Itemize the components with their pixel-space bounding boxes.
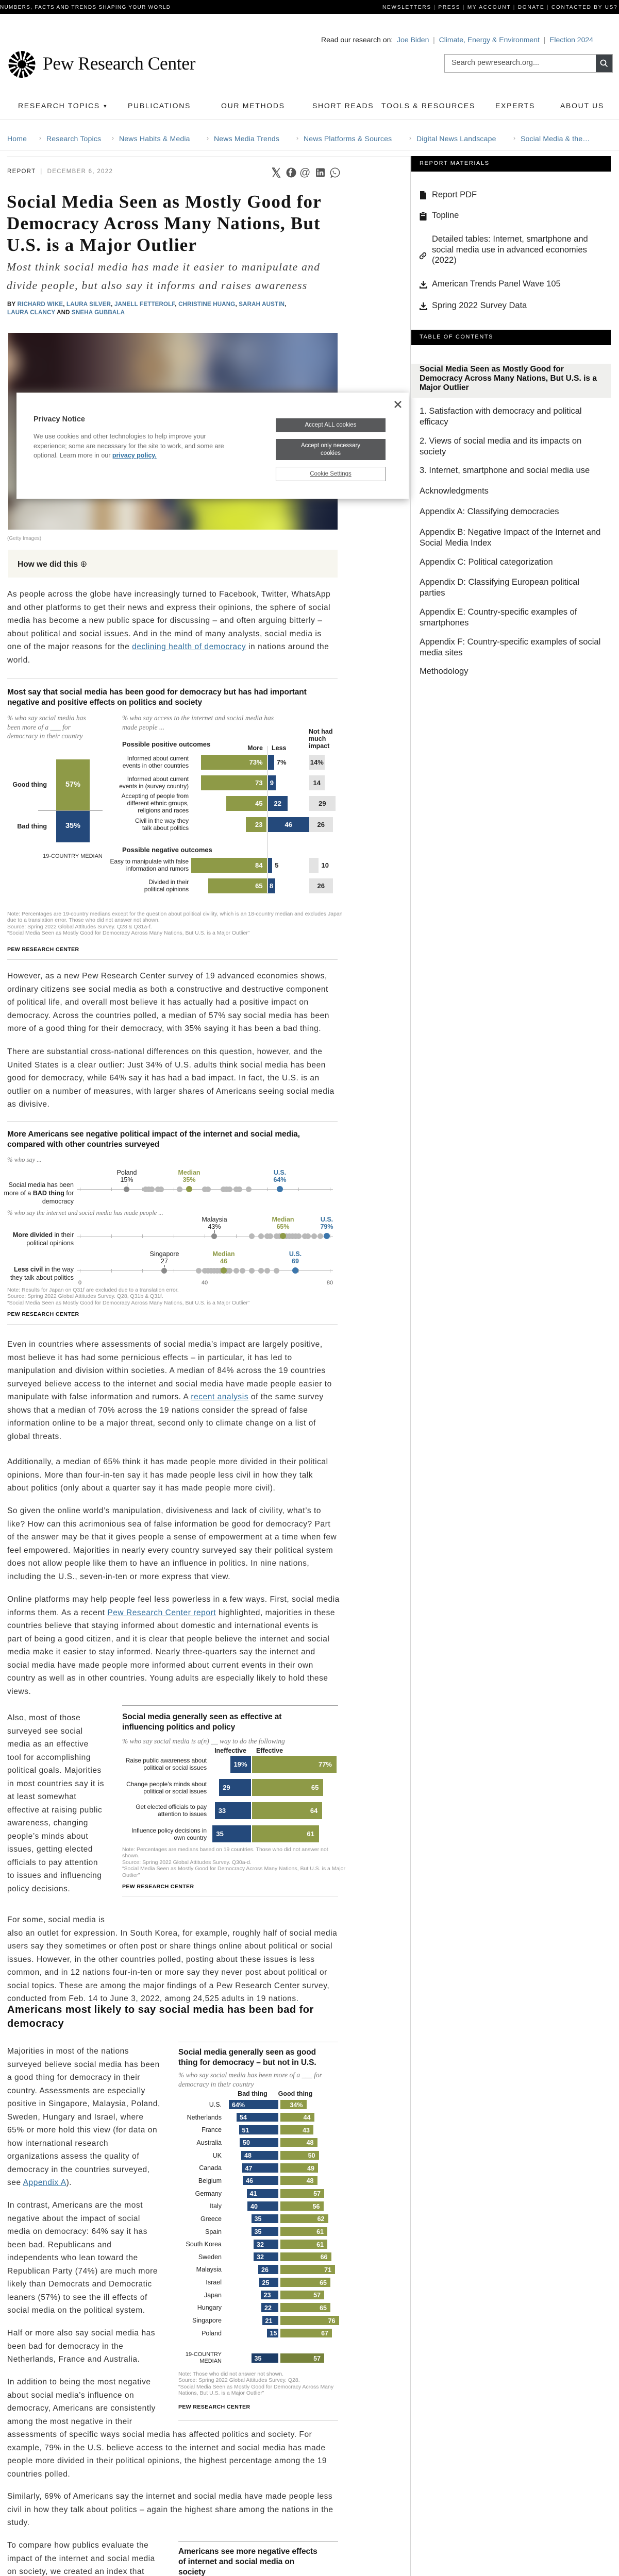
svg-text:@: @ [299, 167, 310, 178]
